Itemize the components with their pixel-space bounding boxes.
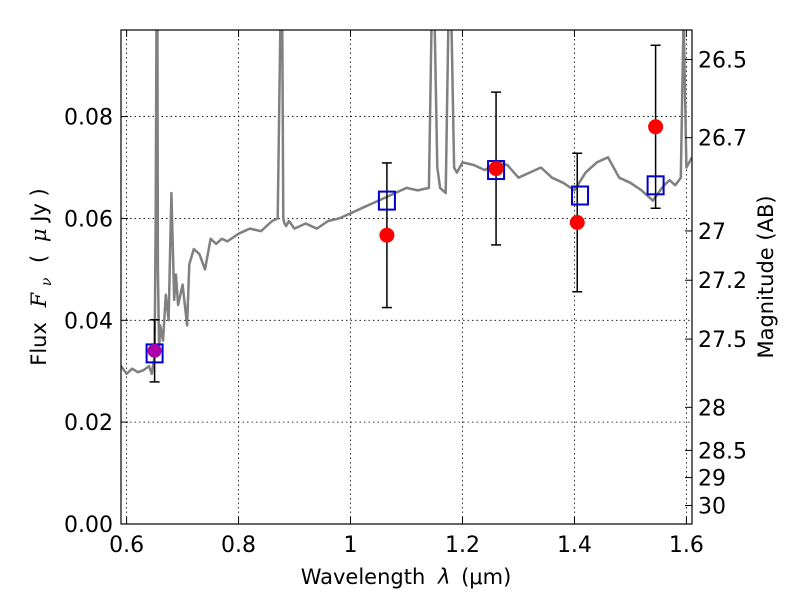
x-axis-label-main: Wavelength xyxy=(301,565,426,589)
x-tick-label: 0.6 xyxy=(109,533,144,558)
y-tick-label: 0.06 xyxy=(64,207,113,232)
model-square-marker xyxy=(646,175,665,196)
axis-ticks xyxy=(121,30,692,525)
y-axis-label-unit-mu: μ xyxy=(27,228,51,242)
x-axis-label-symbol: λ xyxy=(437,565,450,589)
plot-frame xyxy=(120,29,693,525)
y-axis-label-unit-open: ( xyxy=(27,255,51,263)
y2-tick-label: 30 xyxy=(698,495,726,520)
y-axis-label-symbol: F xyxy=(27,291,51,308)
first-dot-marker xyxy=(147,343,162,358)
model-square-marker xyxy=(571,185,590,206)
y-tick-label: 0.08 xyxy=(64,106,113,131)
x-tick-label: 1.2 xyxy=(445,533,480,558)
y2-tick-label: 29 xyxy=(698,467,726,492)
x-tick-label: 1.6 xyxy=(669,533,704,558)
x-axis-label: Wavelength λ (μm) xyxy=(301,565,512,589)
y2-tick-label: 28.5 xyxy=(698,439,747,464)
y-tick-label: 0.00 xyxy=(64,513,113,538)
x-tick-label: 0.8 xyxy=(221,533,256,558)
y2-tick-label: 27.2 xyxy=(698,269,747,294)
x-tick-label: 1.4 xyxy=(557,533,592,558)
y2-tick-label: 26.7 xyxy=(698,127,747,152)
y2-tick-label: 26.5 xyxy=(698,49,747,74)
model-square-marker xyxy=(377,190,396,211)
y2-tick-label: 27 xyxy=(698,220,726,245)
observed-dot-marker xyxy=(379,227,395,243)
axis-tick-labels: 0.6 0.8 1 1.2 1.4 1.6 0.00 0.02 0.04 0.06 0.08 26.5… xyxy=(64,49,747,558)
y2-tick-label: 27.5 xyxy=(698,328,747,353)
spectrum-series xyxy=(121,30,692,376)
plot-background xyxy=(121,30,692,524)
observed-dot-marker xyxy=(569,215,585,231)
x-axis-label-unit: (μm) xyxy=(461,565,511,589)
y-axis-label-subscript: ν xyxy=(39,277,55,286)
observed-dot-marker xyxy=(488,161,504,177)
x-tick-label: 1 xyxy=(344,533,358,558)
y-axis-label: Flux F ν ( μ Jy ) xyxy=(27,188,56,366)
data-markers xyxy=(145,119,665,364)
y2-tick-label: 28 xyxy=(698,396,726,421)
right-axis-label: Magnitude (AB) xyxy=(754,195,778,358)
spectrum-line xyxy=(121,30,692,376)
y-tick-label: 0.04 xyxy=(64,309,113,334)
observed-dot-marker xyxy=(648,119,664,135)
y-axis-label-main: Flux xyxy=(27,322,51,366)
y-axis-label-unit-rest: Jy ) xyxy=(27,188,51,224)
y-tick-label: 0.02 xyxy=(64,411,113,436)
